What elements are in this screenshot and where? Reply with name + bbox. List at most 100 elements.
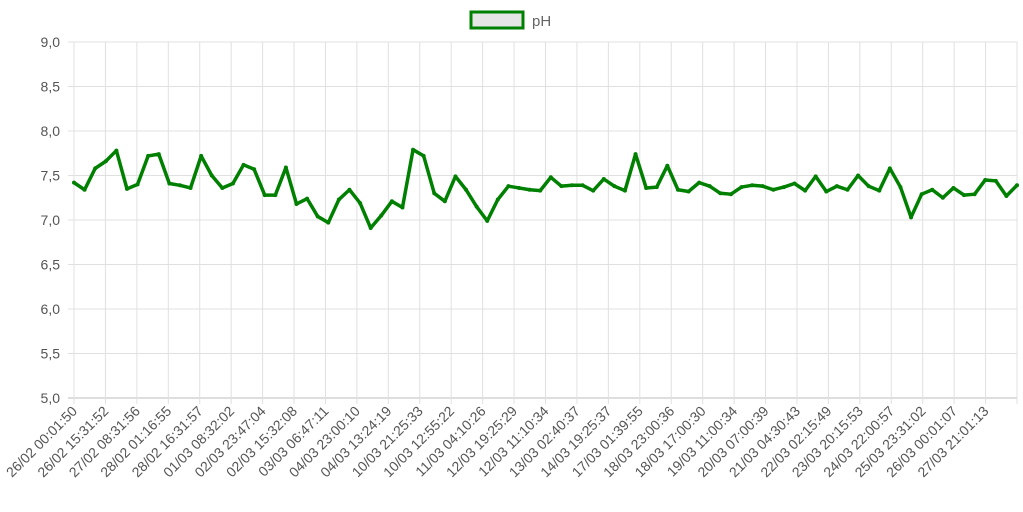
data-point[interactable] xyxy=(305,196,310,201)
data-point[interactable] xyxy=(432,191,437,196)
data-point[interactable] xyxy=(887,166,892,171)
data-point[interactable] xyxy=(760,184,765,189)
data-point[interactable] xyxy=(856,173,861,178)
data-point[interactable] xyxy=(485,218,490,223)
data-point[interactable] xyxy=(368,226,373,231)
data-point[interactable] xyxy=(972,192,977,197)
data-point[interactable] xyxy=(72,180,76,185)
data-point[interactable] xyxy=(601,177,606,182)
y-tick-label: 8,5 xyxy=(41,79,61,95)
data-point[interactable] xyxy=(283,165,288,170)
data-point[interactable] xyxy=(739,185,744,190)
data-point[interactable] xyxy=(697,180,702,185)
data-point[interactable] xyxy=(241,162,246,167)
data-point[interactable] xyxy=(421,153,426,158)
data-point[interactable] xyxy=(559,184,564,189)
data-point[interactable] xyxy=(898,185,903,190)
y-tick-label: 7,5 xyxy=(41,168,61,184)
data-point[interactable] xyxy=(124,186,129,191)
data-point[interactable] xyxy=(347,187,352,192)
data-point[interactable] xyxy=(962,193,967,198)
data-point[interactable] xyxy=(379,213,384,218)
data-point[interactable] xyxy=(315,214,320,219)
data-point[interactable] xyxy=(495,197,500,202)
data-point[interactable] xyxy=(834,184,839,189)
data-point[interactable] xyxy=(644,185,649,190)
data-point[interactable] xyxy=(400,205,405,210)
data-point[interactable] xyxy=(792,181,797,186)
data-point[interactable] xyxy=(103,159,108,164)
data-point[interactable] xyxy=(718,191,723,196)
data-point[interactable] xyxy=(654,185,659,190)
data-point[interactable] xyxy=(199,153,204,158)
series-layer xyxy=(72,147,1019,231)
data-point[interactable] xyxy=(358,201,363,206)
data-point[interactable] xyxy=(845,187,850,192)
data-point[interactable] xyxy=(474,204,479,209)
data-point[interactable] xyxy=(114,148,119,153)
data-point[interactable] xyxy=(177,183,182,188)
data-point[interactable] xyxy=(336,197,341,202)
data-point[interactable] xyxy=(750,183,755,188)
data-point[interactable] xyxy=(93,166,98,171)
data-point[interactable] xyxy=(230,181,235,186)
data-point[interactable] xyxy=(993,178,998,183)
data-point[interactable] xyxy=(1004,193,1009,198)
data-point[interactable] xyxy=(686,189,691,194)
data-point[interactable] xyxy=(252,167,257,172)
data-point[interactable] xyxy=(591,188,596,193)
data-point[interactable] xyxy=(146,153,151,158)
data-point[interactable] xyxy=(877,188,882,193)
data-point[interactable] xyxy=(209,173,214,178)
data-point[interactable] xyxy=(569,183,574,188)
data-point[interactable] xyxy=(517,185,522,190)
data-point[interactable] xyxy=(167,181,172,186)
data-point[interactable] xyxy=(622,188,627,193)
legend[interactable]: pH xyxy=(469,10,551,30)
data-point[interactable] xyxy=(527,187,532,192)
data-point[interactable] xyxy=(919,192,924,197)
data-point[interactable] xyxy=(707,184,712,189)
data-point[interactable] xyxy=(262,193,267,198)
legend-label[interactable]: pH xyxy=(532,13,551,30)
data-point[interactable] xyxy=(538,188,543,193)
data-point[interactable] xyxy=(909,215,914,220)
data-point[interactable] xyxy=(580,183,585,188)
data-point[interactable] xyxy=(548,175,553,180)
data-point[interactable] xyxy=(771,187,776,192)
data-point[interactable] xyxy=(728,192,733,197)
data-point[interactable] xyxy=(453,174,458,179)
data-point[interactable] xyxy=(781,185,786,190)
data-point[interactable] xyxy=(813,174,818,179)
data-point[interactable] xyxy=(156,152,161,157)
legend-swatch[interactable] xyxy=(469,10,525,30)
y-tick-label: 6,5 xyxy=(41,257,61,273)
data-point[interactable] xyxy=(464,187,469,192)
data-point[interactable] xyxy=(273,193,278,198)
data-point[interactable] xyxy=(951,185,956,190)
data-point[interactable] xyxy=(220,185,225,190)
data-point[interactable] xyxy=(665,163,670,168)
data-point[interactable] xyxy=(633,152,638,157)
data-point[interactable] xyxy=(82,187,87,192)
data-point[interactable] xyxy=(442,199,447,204)
data-point[interactable] xyxy=(803,188,808,193)
data-point[interactable] xyxy=(824,189,829,194)
data-point[interactable] xyxy=(675,187,680,192)
data-point[interactable] xyxy=(930,187,935,192)
data-point[interactable] xyxy=(326,220,331,225)
data-point[interactable] xyxy=(506,184,511,189)
y-axis: 9,0 8,5 8,0 7,5 7,0 6,5 6,0 5,5 5,0 xyxy=(41,34,61,406)
data-point[interactable] xyxy=(983,177,988,182)
data-point[interactable] xyxy=(389,199,394,204)
data-point[interactable] xyxy=(866,184,871,189)
data-point[interactable] xyxy=(294,201,299,206)
data-point[interactable] xyxy=(1015,183,1019,188)
data-point[interactable] xyxy=(411,147,416,152)
data-point[interactable] xyxy=(188,185,193,190)
y-tick-label: 6,0 xyxy=(41,301,61,317)
data-point[interactable] xyxy=(940,195,945,200)
data-point[interactable] xyxy=(135,182,140,187)
data-point[interactable] xyxy=(612,184,617,189)
